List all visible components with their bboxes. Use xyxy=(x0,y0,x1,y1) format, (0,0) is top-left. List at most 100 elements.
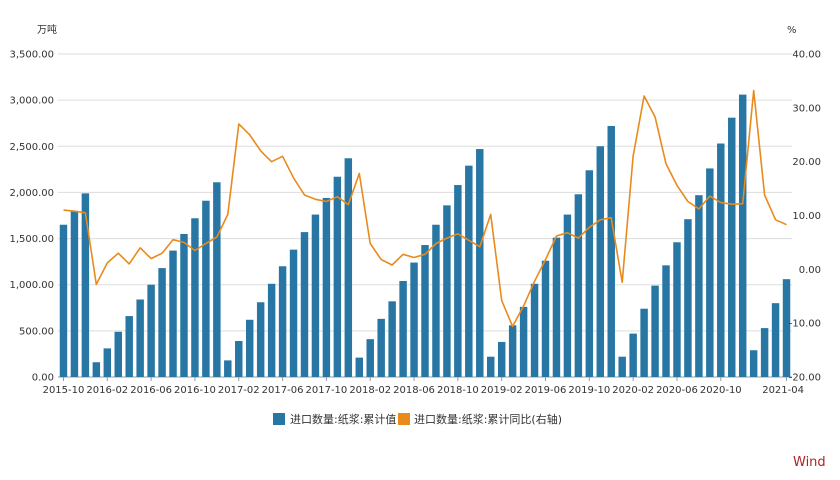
bar xyxy=(202,200,210,377)
bar xyxy=(191,218,199,377)
bar xyxy=(311,214,320,377)
bar xyxy=(552,237,561,377)
brand-logo: Wind xyxy=(793,455,826,470)
x-tick-label: 2017-02 xyxy=(218,385,260,396)
bar xyxy=(684,219,692,377)
bar xyxy=(563,214,572,377)
bar xyxy=(388,301,396,377)
x-axis: 2015-10 2016-02 2016-06 2016-10 2017-02 2017-… xyxy=(43,377,804,396)
bar xyxy=(541,260,550,377)
x-tick-label: 2019-06 xyxy=(525,385,567,396)
bar xyxy=(574,194,583,377)
bar xyxy=(695,195,703,377)
x-tick-label: 2017-10 xyxy=(306,385,348,396)
bar xyxy=(432,224,440,377)
legend-label-line: 进口数量:纸浆:累计同比(右轴) xyxy=(414,412,562,426)
left-tick-label: 3,500.00 xyxy=(9,50,54,61)
bar xyxy=(738,94,747,377)
bar xyxy=(410,262,418,377)
bar xyxy=(158,268,166,377)
bar xyxy=(760,328,769,377)
x-tick-label: 2015-10 xyxy=(43,385,85,396)
bar xyxy=(377,318,385,377)
bar xyxy=(706,168,714,377)
bar xyxy=(673,242,681,377)
yoy-line xyxy=(63,89,787,328)
bar xyxy=(81,193,90,377)
x-tick-label: 2018-06 xyxy=(393,385,435,396)
bar xyxy=(497,341,506,377)
bar xyxy=(245,319,254,377)
right-axis: -20.00 -10.00 0.00 10.00 20.00 30.00 40.00 xyxy=(789,50,821,384)
bar xyxy=(103,348,112,377)
right-tick-label: 10.00 xyxy=(792,211,821,222)
bar xyxy=(169,250,177,377)
bar xyxy=(629,333,637,377)
x-tick-label: 2019-10 xyxy=(568,385,610,396)
x-tick-label: 2021-04 xyxy=(762,385,804,396)
bar xyxy=(114,331,122,377)
legend-swatch-line xyxy=(398,413,410,425)
bar xyxy=(607,125,615,378)
x-tick-label: 2017-06 xyxy=(262,385,304,396)
legend: 进口数量:纸浆:累计值 进口数量:纸浆:累计同比(右轴) xyxy=(273,412,562,426)
left-tick-label: 1,500.00 xyxy=(9,234,54,245)
left-tick-label: 3,000.00 xyxy=(9,96,54,107)
right-tick-label: -20.00 xyxy=(789,373,821,384)
bar xyxy=(344,158,353,377)
x-tick-label: 2016-10 xyxy=(174,385,216,396)
x-tick-label: 2019-02 xyxy=(481,385,523,396)
bar xyxy=(180,233,188,377)
bar xyxy=(443,205,451,377)
bar xyxy=(465,165,473,377)
bar xyxy=(70,210,79,377)
bar xyxy=(651,285,659,377)
right-axis-unit: % xyxy=(787,25,797,36)
bar xyxy=(136,299,144,377)
legend-swatch-bar xyxy=(273,413,285,425)
right-tick-label: 40.00 xyxy=(792,50,821,61)
bar xyxy=(508,325,517,377)
bar xyxy=(585,170,594,377)
x-tick-label: 2016-02 xyxy=(86,385,128,396)
bar xyxy=(224,360,232,377)
bar xyxy=(399,281,407,377)
right-tick-label: 20.00 xyxy=(792,157,821,168)
bar xyxy=(596,146,605,377)
x-tick-label: 2020-06 xyxy=(656,385,698,396)
bar xyxy=(519,306,528,377)
bar xyxy=(59,224,68,377)
x-tick-label: 2018-10 xyxy=(437,385,479,396)
right-tick-label: -10.00 xyxy=(789,319,821,330)
bar xyxy=(256,302,265,377)
x-tick-label: 2016-06 xyxy=(130,385,172,396)
left-axis-unit: 万吨 xyxy=(37,23,57,36)
bar xyxy=(213,182,221,377)
bar xyxy=(125,316,133,377)
bar xyxy=(235,341,243,377)
bar xyxy=(717,143,725,377)
bar xyxy=(487,356,495,377)
bar xyxy=(662,265,670,377)
bar xyxy=(278,266,287,377)
x-tick-label: 2020-02 xyxy=(612,385,654,396)
left-tick-label: 2,500.00 xyxy=(9,142,54,153)
right-tick-label: 30.00 xyxy=(792,103,821,114)
left-tick-label: 2,000.00 xyxy=(9,188,54,199)
bar xyxy=(300,232,309,377)
bar xyxy=(355,357,363,377)
bar xyxy=(267,283,276,377)
bar-series xyxy=(59,94,791,378)
bar xyxy=(771,303,780,377)
bar xyxy=(333,176,342,377)
left-tick-label: 0.00 xyxy=(32,373,54,384)
line-series xyxy=(63,89,787,328)
x-tick-label: 2018-02 xyxy=(349,385,391,396)
bar xyxy=(289,249,298,377)
bar xyxy=(618,356,626,377)
bar xyxy=(454,185,462,377)
left-tick-label: 1,000.00 xyxy=(9,280,54,291)
bar xyxy=(322,197,331,377)
left-tick-label: 500.00 xyxy=(19,326,54,337)
